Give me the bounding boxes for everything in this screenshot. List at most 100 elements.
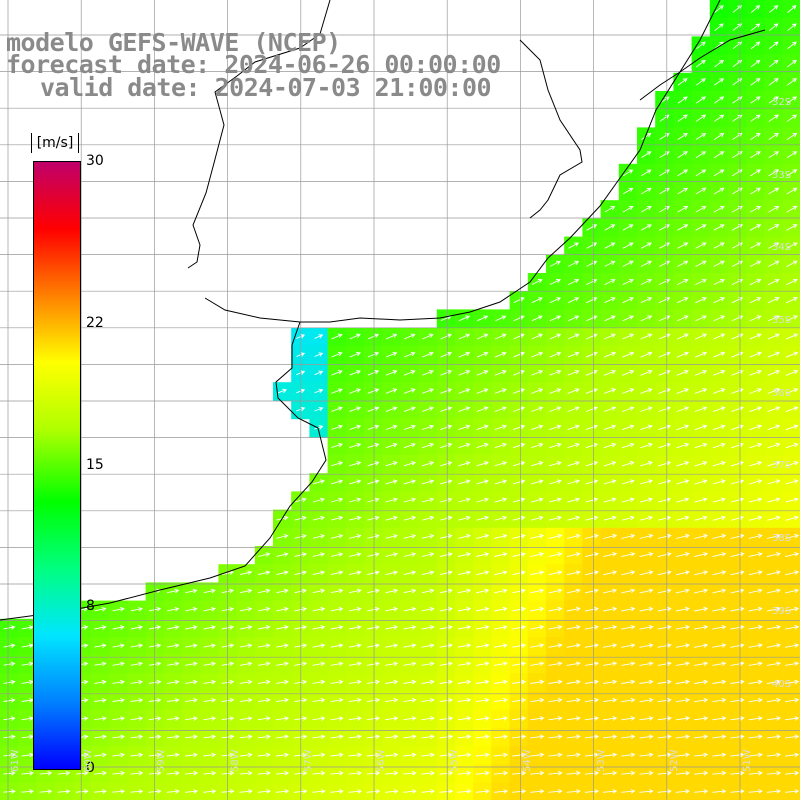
wind-arrow bbox=[367, 552, 380, 557]
wind-arrow bbox=[257, 661, 271, 667]
wind-arrow bbox=[713, 151, 725, 159]
wind-arrow bbox=[130, 770, 144, 776]
wind-arrow bbox=[331, 333, 343, 340]
wind-arrow bbox=[512, 770, 527, 776]
wind-arrow bbox=[714, 5, 724, 13]
wind-arrow bbox=[494, 588, 508, 594]
wind-arrow bbox=[476, 406, 489, 412]
wind-arrow bbox=[512, 697, 527, 703]
wind-arrow bbox=[367, 534, 380, 539]
wind-arrow bbox=[440, 461, 453, 467]
wind-arrow bbox=[531, 442, 544, 449]
wind-arrow bbox=[239, 752, 253, 758]
wind-arrow bbox=[403, 497, 417, 503]
wind-arrow bbox=[585, 351, 598, 358]
wind-arrow bbox=[767, 497, 781, 503]
wind-arrow bbox=[622, 224, 634, 231]
wind-arrow bbox=[585, 461, 599, 467]
wind-arrow bbox=[604, 206, 616, 213]
wind-arrow bbox=[94, 661, 107, 667]
wind-arrow bbox=[294, 661, 308, 667]
wind-arrow bbox=[694, 588, 709, 594]
wind-arrow bbox=[385, 679, 399, 685]
wind-arrow bbox=[639, 624, 654, 630]
wind-arrow bbox=[659, 151, 670, 159]
wind-arrow bbox=[349, 552, 362, 557]
wind-arrow bbox=[531, 424, 544, 431]
wind-arrow bbox=[257, 734, 271, 740]
wind-arrow bbox=[239, 716, 253, 721]
wind-arrow bbox=[766, 716, 782, 721]
wind-arrow bbox=[584, 533, 599, 539]
border-rivers bbox=[519, 39, 583, 219]
wind-arrow bbox=[494, 406, 507, 412]
wind-arrow bbox=[676, 369, 689, 376]
wind-arrow bbox=[603, 552, 618, 558]
wind-arrow bbox=[294, 534, 307, 539]
wind-arrow bbox=[785, 406, 799, 413]
wind-arrow bbox=[694, 661, 709, 667]
wind-arrow bbox=[312, 606, 326, 612]
wind-arrow bbox=[185, 679, 198, 685]
wind-arrow bbox=[403, 552, 417, 557]
wind-arrows bbox=[3, 4, 800, 794]
wind-arrow bbox=[531, 351, 544, 358]
wind-arrow bbox=[331, 461, 344, 467]
wind-arrow bbox=[530, 515, 544, 521]
wind-arrow bbox=[712, 606, 727, 612]
wind-arrow bbox=[494, 442, 507, 449]
wind-arrow bbox=[312, 770, 326, 776]
wind-arrow bbox=[766, 697, 782, 703]
wind-arrow bbox=[458, 461, 471, 467]
wind-arrow bbox=[604, 278, 616, 286]
wind-arrow bbox=[785, 351, 799, 358]
wind-arrow bbox=[531, 461, 544, 467]
wind-arrow bbox=[94, 643, 107, 648]
wind-arrow bbox=[731, 224, 743, 231]
wind-arrow bbox=[694, 388, 708, 394]
wind-arrow bbox=[748, 643, 763, 648]
wind-arrow bbox=[639, 716, 654, 721]
wind-arrow bbox=[694, 461, 708, 467]
wind-arrow bbox=[675, 533, 690, 539]
wind-arrow bbox=[239, 679, 253, 685]
wind-arrow bbox=[439, 643, 453, 648]
wind-arrow bbox=[657, 697, 672, 703]
wind-arrow bbox=[440, 333, 452, 340]
wind-arrow bbox=[403, 406, 416, 412]
wind-arrow bbox=[549, 279, 561, 285]
wind-arrow bbox=[203, 770, 217, 776]
wind-arrow bbox=[331, 442, 343, 449]
wind-arrow bbox=[750, 151, 761, 159]
wind-arrow bbox=[239, 643, 253, 648]
wind-arrow bbox=[639, 643, 654, 648]
wind-arrow bbox=[604, 369, 617, 376]
wind-arrow bbox=[203, 698, 217, 703]
wind-arrow bbox=[421, 770, 435, 776]
wind-arrow bbox=[366, 770, 381, 776]
wind-arrow bbox=[403, 697, 417, 703]
wind-arrow bbox=[785, 515, 799, 521]
wind-arrow bbox=[621, 552, 636, 558]
wind-arrow bbox=[296, 406, 306, 412]
wind-arrow bbox=[312, 515, 326, 521]
wind-arrow bbox=[640, 297, 653, 304]
wind-arrow bbox=[675, 643, 691, 648]
wind-arrow bbox=[657, 661, 672, 667]
wind-arrow bbox=[639, 679, 654, 685]
wind-arrow bbox=[748, 624, 763, 630]
wind-arrow bbox=[421, 552, 435, 557]
wind-arrow bbox=[694, 679, 709, 685]
wind-arrow bbox=[403, 625, 417, 630]
wind-arrow bbox=[422, 424, 435, 430]
wind-arrow bbox=[348, 789, 363, 794]
wind-arrow bbox=[367, 370, 380, 376]
wind-arrow bbox=[330, 588, 344, 594]
wind-arrow bbox=[276, 716, 290, 721]
wind-arrow bbox=[621, 697, 636, 703]
valid-date: valid date: 2024-07-03 21:00:00 bbox=[40, 73, 492, 102]
wind-arrow bbox=[748, 533, 763, 539]
wind-arrow bbox=[566, 716, 581, 721]
wind-arrow bbox=[766, 752, 782, 758]
wind-arrow bbox=[713, 224, 725, 231]
